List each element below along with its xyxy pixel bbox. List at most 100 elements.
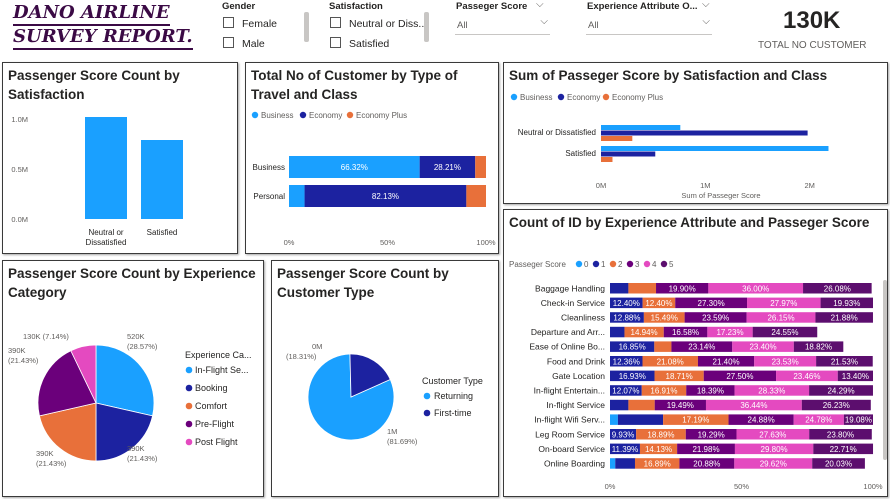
y-tick-label: 0.0M (11, 215, 28, 224)
satisfaction-option-neutral[interactable]: Neutral or Diss... (330, 17, 427, 30)
panel-score-by-satisfaction: Passenger Score Count by Satisfaction 0.… (2, 62, 238, 254)
y-tick-label: Neutral or Dissatisfied (518, 128, 596, 137)
bar-segment (736, 429, 810, 440)
legend-marker (592, 260, 600, 268)
bar-segment (809, 429, 872, 440)
data-label: 18.39% (697, 386, 724, 395)
checkbox-icon[interactable] (330, 17, 341, 28)
y-tick-label: Personal (253, 192, 285, 201)
bar-segment (289, 156, 420, 178)
pie-slice (37, 350, 97, 417)
chevron-down-icon[interactable]: ⌵ (536, 0, 544, 10)
y-tick-label: In-flight Entertain... (534, 385, 605, 395)
y-tick-label: Baggage Handling (535, 283, 605, 293)
data-label: 18.71% (666, 372, 693, 381)
data-label: (28.57%) (127, 342, 158, 351)
bar-segment (793, 341, 844, 352)
gender-option-female[interactable]: Female (223, 17, 277, 30)
y-tick-label: Check-in Service (541, 298, 606, 308)
bar-segment (809, 385, 873, 396)
bar-segment (708, 283, 804, 294)
bar-segment (816, 356, 873, 367)
y-tick-label: In-flight Wifi Serv... (534, 415, 605, 425)
checkbox-icon[interactable] (223, 37, 234, 48)
data-label: 17.23% (716, 328, 743, 337)
report-title-line2: SURVEY REPORT. (13, 26, 193, 50)
bar-segment (675, 297, 748, 309)
legend-label: Economy (567, 93, 600, 102)
gender-option-male[interactable]: Male (223, 37, 265, 50)
legend-title: Experience Ca... (185, 350, 252, 360)
bar (601, 151, 656, 157)
checkbox-icon[interactable] (330, 37, 341, 48)
x-tick-label: 0M (596, 181, 606, 190)
bar-segment (815, 312, 873, 323)
satisfaction-option-satisfied[interactable]: Satisfied (330, 37, 389, 50)
bar (601, 146, 829, 151)
data-label: (21.43%) (127, 454, 158, 463)
legend-title: Passeger Score (509, 260, 566, 269)
satisfaction-slicer-scrollbar[interactable] (424, 12, 429, 42)
legend-marker (510, 93, 518, 101)
data-label: 27.30% (698, 299, 725, 308)
pie-slice (95, 344, 155, 417)
legend-marker (423, 392, 431, 400)
bar-segment (813, 443, 874, 455)
legend-label: Economy Plus (612, 93, 663, 102)
bar-segment (734, 385, 810, 396)
bar-segment (754, 356, 817, 367)
data-label: 36.44% (740, 401, 767, 410)
bar-segment (289, 185, 305, 207)
bar-segment (705, 399, 802, 411)
experience-attribute-dropdown[interactable]: All ⌵ (586, 16, 712, 35)
x-tick-label: 50% (380, 238, 395, 247)
legend-marker (609, 260, 617, 268)
legend-label: Economy (309, 111, 342, 120)
y-tick-label: Business (253, 163, 285, 172)
bar-segment (466, 185, 486, 207)
chevron-down-icon[interactable]: ⌵ (702, 0, 710, 10)
data-label: 28.21% (434, 163, 461, 172)
checkbox-icon[interactable] (223, 17, 234, 28)
pie-slice (95, 402, 154, 462)
bar-segment (746, 312, 816, 323)
x-tick-label: 50% (734, 482, 749, 491)
y-tick-label: Ease of Online Bo... (529, 342, 605, 352)
legend-label: 0 (584, 260, 589, 269)
data-label: 26.08% (824, 284, 851, 293)
chart-travel-class: Business Economy Economy Plus Business 66.32… (251, 111, 496, 247)
data-label: 29.80% (761, 445, 788, 454)
y-tick-label: Leg Room Service (535, 429, 605, 439)
pie-slice (38, 402, 97, 462)
data-label: 390K (36, 449, 54, 458)
data-label: 26.15% (767, 313, 794, 322)
data-label: (21.43%) (8, 356, 39, 365)
x-tick-label: 0% (284, 238, 295, 247)
legend-label: Business (261, 111, 293, 120)
data-label: 12.36% (613, 357, 640, 366)
x-tick-label: 100% (476, 238, 496, 247)
legend-label: 4 (652, 260, 657, 269)
bar-segment (642, 297, 676, 309)
data-label: 12.40% (645, 299, 672, 308)
bar-segment (843, 414, 873, 425)
bar-segment (610, 399, 629, 411)
bar-segment (610, 356, 643, 367)
bar (601, 130, 808, 136)
bar-segment (654, 341, 672, 352)
legend-label: Post Flight (195, 437, 238, 447)
bar-segment (475, 156, 486, 178)
gender-slicer-scrollbar[interactable] (304, 12, 309, 42)
legend-marker (346, 111, 354, 119)
legend-marker (423, 409, 431, 417)
bar-segment (654, 370, 704, 382)
bar-segment (747, 297, 821, 309)
bar-segment (642, 356, 698, 367)
legend-marker (602, 93, 610, 101)
passenger-score-dropdown[interactable]: All ⌵ (455, 16, 550, 35)
bar-segment (617, 414, 664, 425)
data-label: 1M (387, 427, 397, 436)
chart-scrollbar[interactable] (883, 280, 887, 460)
data-label: 11.39% (612, 445, 639, 454)
